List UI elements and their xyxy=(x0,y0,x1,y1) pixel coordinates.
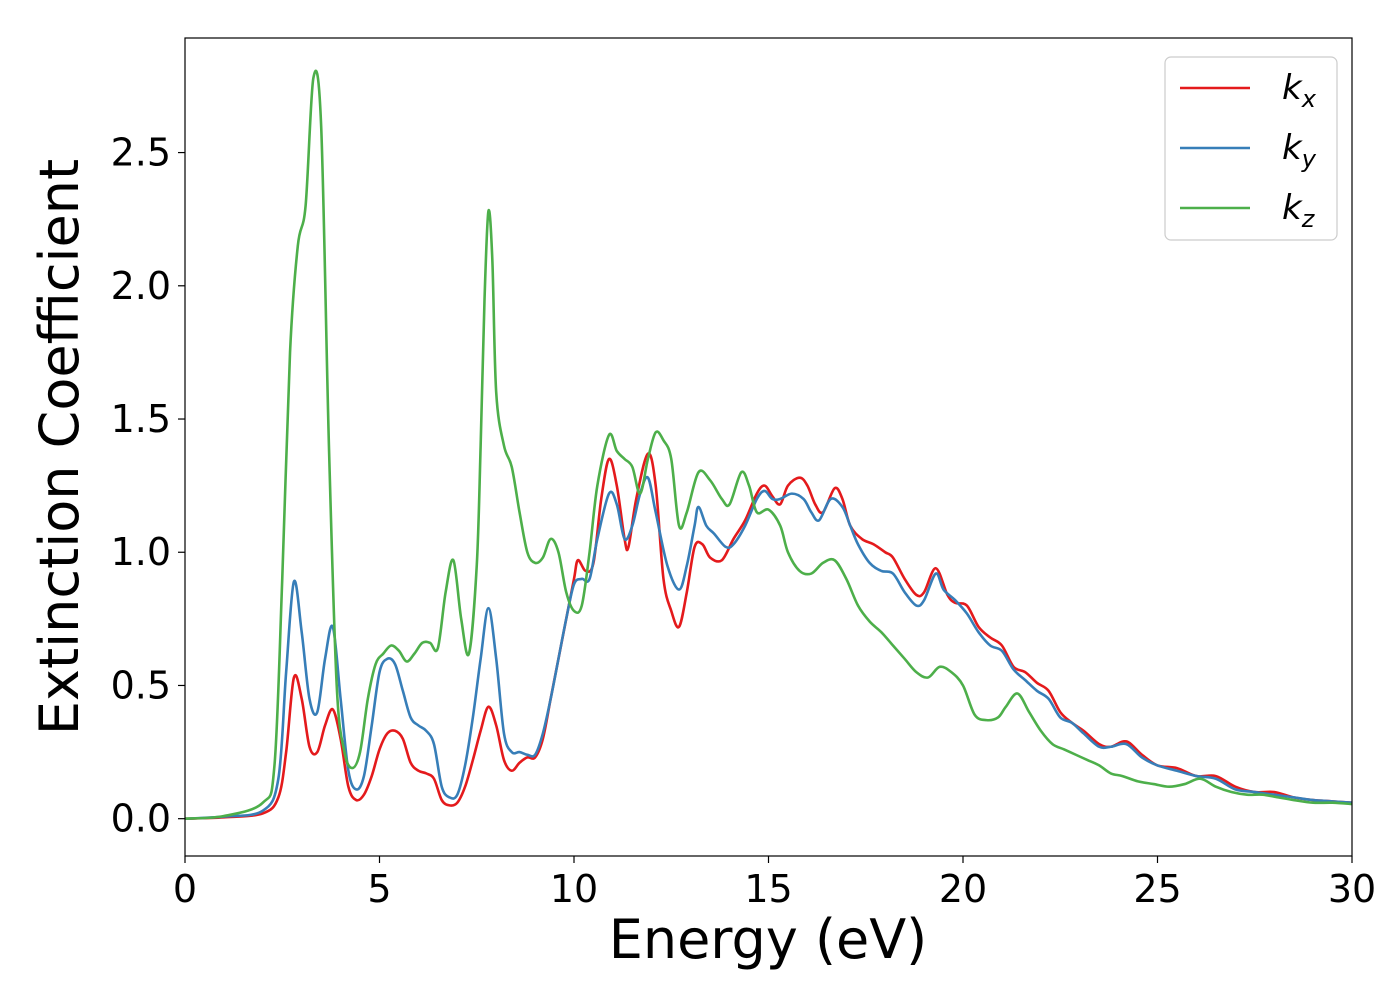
series-layer xyxy=(185,69,1352,820)
series-line-y xyxy=(185,475,1352,820)
y-axis: 0.0 0.5 1.0 1.5 2.0 2.5 xyxy=(111,131,185,841)
y-tick-label: 1.0 xyxy=(111,530,171,574)
y-tick-label: 2.0 xyxy=(111,264,171,308)
y-tick-label: 1.5 xyxy=(111,397,171,441)
series-line-x xyxy=(185,452,1352,820)
y-tick-label: 0.5 xyxy=(111,663,171,707)
x-tick-label: 10 xyxy=(550,867,598,911)
x-tick-label: 5 xyxy=(367,867,391,911)
y-tick-label: 0.0 xyxy=(111,797,171,841)
x-axis-title: Energy (eV) xyxy=(609,908,928,971)
x-tick-label: 25 xyxy=(1133,867,1181,911)
x-tick-label: 30 xyxy=(1328,867,1376,911)
x-tick-label: 0 xyxy=(173,867,197,911)
x-axis: 0 5 10 15 20 25 30 xyxy=(173,856,1376,911)
series-line-z xyxy=(185,69,1352,820)
legend-box xyxy=(1164,56,1338,241)
y-tick-label: 2.5 xyxy=(111,131,171,175)
y-axis-title: Extinction Coefficient xyxy=(28,159,91,735)
x-tick-label: 15 xyxy=(744,867,792,911)
x-tick-label: 20 xyxy=(939,867,987,911)
